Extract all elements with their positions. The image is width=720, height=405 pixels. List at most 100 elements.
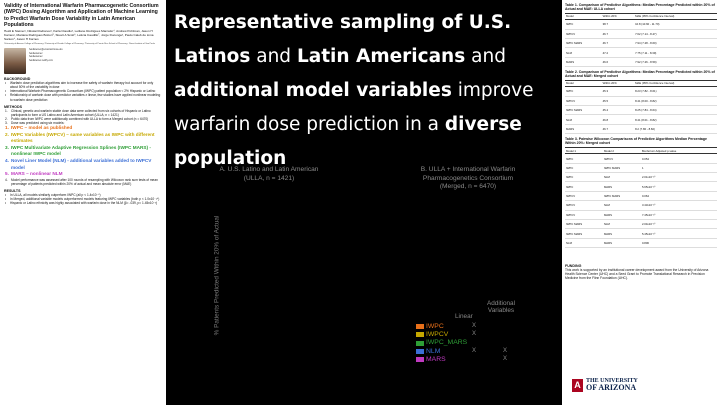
legend-label: MARS [426,355,446,363]
table-header: Bonferroni Adjusted p-value [640,146,717,155]
right-panel: Table 1. Comparison of Predictive Algori… [562,0,720,405]
table-cell: IWPC [565,172,603,183]
table-cell: 1 [640,163,717,174]
table-cell: MARS [565,124,602,135]
arizona-a-icon: A [572,378,583,392]
legend-entry: MARS [416,356,446,364]
table-cell: IWPC MARS [565,219,603,230]
legend-linear-header: Linear [455,313,473,320]
table-row: MARS 46.6 7.92 (7.26 - 8.59) [565,57,717,68]
table-header: Model 1 [565,146,603,155]
legend-label: IWPC [426,323,444,330]
legend-entry: NLM [416,348,440,356]
table-cell: 5.45x10⁻¹⁶ [640,228,717,239]
table-cell: IWPC MARS [565,38,602,49]
model-item-iwpc: 1. IWPC – model as published [5,125,73,131]
table-row: NLM 46.8 8.41 (8.01 - 8.82) [565,114,717,125]
table-cell: NLM [602,219,641,230]
legend-additional-mark: X [503,355,508,362]
legend-entry: IWPC_MARS [416,339,467,347]
table-cell: 38.7 [601,19,635,30]
table-row: IWPC MARS 45.4 8.25 (7.84 - 8.64) [565,105,717,116]
legend-label: NLM [426,347,441,355]
funding-block: FUNDING This work is supported by an ins… [565,264,717,281]
table-header: Model [565,12,602,21]
table-cell: IWPC [565,163,603,174]
table-cell: MARS [602,210,641,220]
table-cell: IWPC [565,153,603,164]
headline-part: Representative sampling of [174,12,469,33]
background-item: International Warfarin Pharmacogenetic C… [4,89,162,93]
methods-item: 3. Dose was predicted using six models: [5,120,65,125]
legend-entry: IWPC [416,323,444,331]
legend-label: IWPCV [426,331,449,339]
background-item: Relationship of warfarin dose with predi… [4,93,162,101]
table-header: Within 20% [601,79,635,88]
contact-block: heidisteiner@email.arizona.edu heidieste… [4,48,162,75]
table-cell: IWPC MARS [565,228,603,239]
headline-part: additional model variables [174,80,452,101]
contact-twitter[interactable]: heidiesteiner [29,51,43,55]
headline-part: diverse population [174,114,522,169]
legend-label: IWPC_MARS [426,339,468,347]
table3-caption: Table 3. Pairwise Wilcoxon Comparisons o… [565,137,707,146]
table-header: MAE (95% Confidence Interval) [634,12,717,21]
legend-swatch [416,357,424,363]
model-item-nlm: 4. Novel Liner Model (NLM) - additional v… [5,157,152,170]
affiliations: ¹University of Arizona College of Pharma… [4,42,155,45]
methods-item: 1. Clinical, genetic and warfarin stable … [5,108,151,117]
table-cell: 7.62 (7.14 - 8.47) [634,29,717,39]
table-row: IWPC MARS NLM 2.04x10⁻¹⁶ [565,219,717,230]
table-row: IWPCV NLM 3.43x10⁻¹⁶ [565,200,717,211]
headline-part: U.S. Latinos [174,12,512,67]
table-cell: NLM [565,238,603,249]
legend-linear-mark: X [472,331,477,338]
table-cell: 2.04x10⁻¹⁶ [640,219,717,230]
table3: Model 1 Model 2 Bonferroni Adjusted p-valu… [565,146,717,249]
contact-github[interactable]: heidiesteiner [29,55,43,59]
headline-part: improve warfarin dose prediction in a [174,80,534,135]
table-cell: IWPC [565,181,603,192]
table-cell: IWPC [565,86,602,97]
table-cell: IWPCV [565,200,603,211]
table-cell: IWPC MARS [602,191,641,202]
table-cell: MARS [602,181,641,192]
y-axis-label: % Patients Predicted Within 20% of Actua… [213,215,221,336]
table-cell: IWPCV [602,153,641,164]
model-item-mars: 5. MARS – nonlinear NLM [5,171,63,177]
table-cell: 8.2 (7.80 - 8.60) [634,124,717,135]
headline-part: Latin Americans [296,46,466,67]
table-row: IWPC MARS MARS 5.45x10⁻¹⁶ [565,228,717,239]
legend-linear-mark: X [472,347,477,354]
table-row: IWPC IWPC MARS 1 [565,163,717,174]
table-cell: 45.3 [601,86,635,97]
results-item: In ULLA, all models similarly outperform… [4,193,162,197]
table-cell: 7.94 (7.28 - 8.60) [634,38,717,49]
table-cell: 46.7 [601,38,635,49]
table-cell: 46.7 [601,29,635,39]
table1: Model Within 20% MAE (95% Confidence Inter… [565,12,717,68]
center-panel: Representative sampling of U.S. Latinos … [166,0,562,405]
table-cell: 0.054 [640,153,717,164]
legend-swatch [416,332,424,338]
table-header: Within 20% [601,12,635,21]
background-item: Warfarin dose prediction algorithms aim … [4,81,162,89]
table-cell: 46.7 [601,124,635,135]
table-cell: IWPCV [565,96,602,107]
legend-additional-mark: X [503,347,508,354]
contact-email[interactable]: heidisteiner@email.arizona.edu [29,48,63,52]
legend-additional-header: Additional Variables [486,300,516,314]
table-cell: NLM [565,47,602,58]
model-item-iwpcv: 2. IWPC Variables (IWPCV) – same variable… [5,131,155,144]
table-row: IWPC NLM 2.01x10⁻¹⁶ [565,172,717,183]
left-panel: Validity of International Warfarin Pharm… [0,0,166,405]
results-heading: RESULTS [4,188,21,193]
table-cell: 8.41 (8.00 - 8.82) [634,96,717,107]
headline-part: and [250,46,297,67]
table2: Model Within 20% MAE (95% Confidence Inter… [565,79,717,135]
table-cell: 47.2 [601,47,635,58]
methods-item: 2. Public data from IWPC were additionall… [5,116,149,121]
legend-entry: IWPCV [416,331,448,339]
contact-website[interactable]: heidisteiner.netlify.com [29,58,54,62]
table-row: NLM MARS 0.806 [565,238,717,249]
